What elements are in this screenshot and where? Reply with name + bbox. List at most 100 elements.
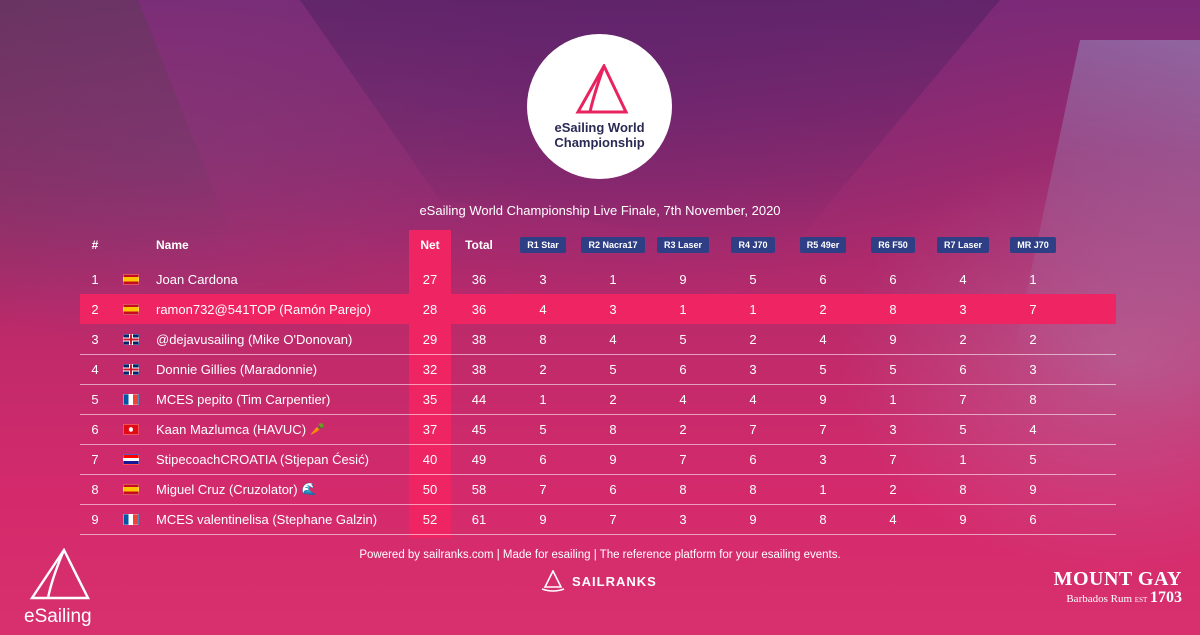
row-net: 29 bbox=[422, 331, 438, 347]
row-race-4: 8 bbox=[749, 481, 757, 497]
row-position: 3 bbox=[91, 331, 99, 347]
row-race-4: 1 bbox=[749, 301, 757, 317]
row-race-4: 2 bbox=[749, 331, 757, 347]
row-race-6: 8 bbox=[889, 301, 897, 317]
row-race-3: 1 bbox=[679, 301, 687, 317]
table-row: 3 @dejavusailing (Mike O'Donovan) 29 38 8 4 5 2… bbox=[80, 324, 1116, 355]
row-race-8: 1 bbox=[1029, 271, 1037, 287]
row-net: 35 bbox=[422, 391, 438, 407]
sailor-name: StipecoachCROATIA (Stjepan Ćesić) bbox=[156, 451, 369, 467]
row-race-3: 9 bbox=[679, 271, 687, 287]
flag-cell bbox=[122, 414, 140, 444]
esailing-sail-icon bbox=[29, 547, 90, 600]
row-race-7: 9 bbox=[959, 511, 967, 527]
row-name: ramon732@541TOP (Ramón Parejo) bbox=[156, 294, 406, 324]
table-row: 5 MCES pepito (Tim Carpentier) 35 44 1 2 4 4 9 1 7… bbox=[80, 384, 1116, 415]
row-race-7: 5 bbox=[959, 421, 967, 437]
row-race-6: 6 bbox=[889, 271, 897, 287]
row-race-6: 3 bbox=[889, 421, 897, 437]
flag-es-icon bbox=[123, 483, 139, 495]
row-race-6: 7 bbox=[889, 451, 897, 467]
flag-cell bbox=[122, 264, 140, 294]
sailor-name: Miguel Cruz (Cruzolator) bbox=[156, 481, 298, 497]
row-race-1: 5 bbox=[539, 421, 547, 437]
sponsor-sub: Barbados Rum bbox=[1066, 593, 1133, 605]
flag-cell bbox=[122, 384, 140, 414]
row-race-5: 7 bbox=[819, 421, 827, 437]
row-total: 61 bbox=[471, 511, 487, 527]
row-race-5: 6 bbox=[819, 271, 827, 287]
row-position: 7 bbox=[91, 451, 99, 467]
row-position: 5 bbox=[91, 391, 99, 407]
flag-cell bbox=[122, 354, 140, 384]
logo-line-2: Championship bbox=[554, 134, 645, 150]
row-net: 28 bbox=[422, 301, 438, 317]
table-title: eSailing World Championship Live Finale,… bbox=[419, 203, 781, 218]
row-net: 52 bbox=[422, 511, 438, 527]
sailor-name: MCES pepito (Tim Carpentier) bbox=[156, 391, 331, 407]
row-net: 40 bbox=[422, 451, 438, 467]
row-race-2: 4 bbox=[609, 331, 617, 347]
row-race-8: 6 bbox=[1029, 511, 1037, 527]
row-race-1: 6 bbox=[539, 451, 547, 467]
row-race-5: 4 bbox=[819, 331, 827, 347]
flag-es-icon bbox=[123, 273, 139, 285]
row-name: @dejavusailing (Mike O'Donovan) bbox=[156, 324, 406, 354]
row-race-8: 3 bbox=[1029, 361, 1037, 377]
sailor-name: Donnie Gillies (Maradonnie) bbox=[156, 361, 318, 377]
race-badge: MR J70 bbox=[1010, 237, 1056, 253]
row-race-6: 9 bbox=[889, 331, 897, 347]
row-position: 2 bbox=[91, 301, 99, 317]
sailor-name: @dejavusailing (Mike O'Donovan) bbox=[156, 331, 353, 347]
row-race-8: 9 bbox=[1029, 481, 1037, 497]
flag-fr-icon bbox=[123, 393, 139, 405]
sailor-name: Joan Cardona bbox=[156, 271, 238, 287]
row-race-8: 4 bbox=[1029, 421, 1037, 437]
row-race-5: 1 bbox=[819, 481, 827, 497]
flag-gb-icon bbox=[123, 333, 139, 345]
row-race-7: 1 bbox=[959, 451, 967, 467]
row-race-3: 5 bbox=[679, 331, 687, 347]
row-race-8: 2 bbox=[1029, 331, 1037, 347]
race-badge: R7 Laser bbox=[936, 237, 990, 253]
row-total: 36 bbox=[471, 301, 487, 317]
row-race-4: 9 bbox=[749, 511, 757, 527]
table-row: 1 Joan Cardona 27 36 3 1 9 5 6 6 4 1 bbox=[80, 264, 1116, 295]
row-race-6: 1 bbox=[889, 391, 897, 407]
row-race-6: 2 bbox=[889, 481, 897, 497]
flag-cell bbox=[122, 294, 140, 324]
flag-es-icon bbox=[123, 303, 139, 315]
footer-powered-by: Powered by sailranks.com | Made for esai… bbox=[359, 549, 841, 561]
table-row: 7 StipecoachCROATIA (Stjepan Ćesić) 40 49 6 9… bbox=[80, 444, 1116, 475]
flag-cell bbox=[122, 474, 140, 504]
row-name: StipecoachCROATIA (Stjepan Ćesić) bbox=[156, 444, 406, 474]
row-total: 49 bbox=[471, 451, 487, 467]
row-race-1: 7 bbox=[539, 481, 547, 497]
row-race-4: 6 bbox=[749, 451, 757, 467]
row-name: Kaan Mazlumca (HAVUC) 🥕 bbox=[156, 414, 406, 444]
sailranks-icon bbox=[541, 570, 565, 592]
row-race-5: 9 bbox=[819, 391, 827, 407]
table-row: 9 MCES valentinelisa (Stephane Galzin) 52 6… bbox=[80, 504, 1116, 535]
row-race-4: 7 bbox=[749, 421, 757, 437]
row-race-1: 2 bbox=[539, 361, 547, 377]
row-total: 44 bbox=[471, 391, 487, 407]
table-row: 4 Donnie Gillies (Maradonnie) 32 38 2 5 6 3 5 5 6 3 bbox=[80, 354, 1116, 385]
row-race-1: 1 bbox=[539, 391, 547, 407]
sponsor-name: MOUNT GAY bbox=[1053, 568, 1182, 590]
row-total: 58 bbox=[471, 481, 487, 497]
row-race-3: 2 bbox=[679, 421, 687, 437]
header-net: Net bbox=[420, 238, 440, 252]
row-race-2: 6 bbox=[609, 481, 617, 497]
table-row: 8 Miguel Cruz (Cruzolator) 🌊 50 58 7 6 8 8 1 2 8 9 bbox=[80, 474, 1116, 505]
row-race-3: 8 bbox=[679, 481, 687, 497]
header-position: # bbox=[91, 238, 99, 252]
row-race-6: 4 bbox=[889, 511, 897, 527]
flag-cell bbox=[122, 504, 140, 534]
sail-logo-icon bbox=[574, 63, 628, 113]
row-net: 37 bbox=[422, 421, 438, 437]
row-position: 4 bbox=[91, 361, 99, 377]
sponsor-est: EST bbox=[1134, 596, 1148, 604]
header-race-6: R6 F50 bbox=[858, 230, 928, 260]
row-race-3: 7 bbox=[679, 451, 687, 467]
